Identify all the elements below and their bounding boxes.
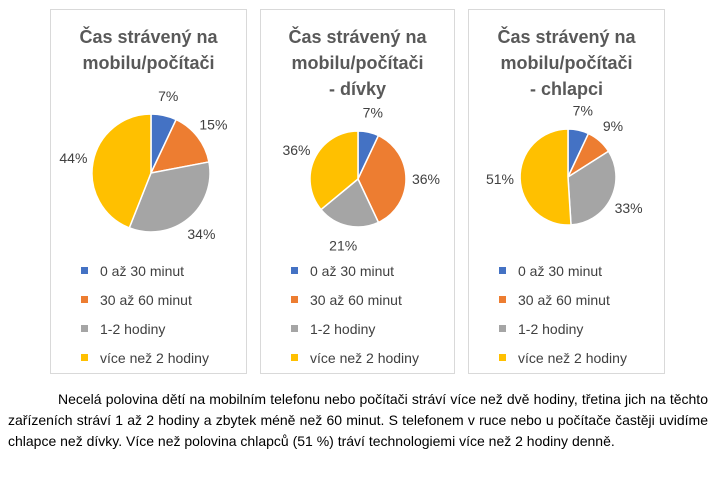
pie-slice (567, 150, 617, 226)
legend: 0 až 30 minut 30 až 60 minut 1-2 hodiny … (81, 256, 209, 372)
legend-label: 0 až 30 minut (100, 262, 185, 279)
slice-data-label: 7% (573, 103, 593, 119)
legend-item: 0 až 30 minut (291, 256, 419, 285)
pie-chart: 7% 36% 21% 36% (282, 105, 440, 254)
slice-data-label: 36% (282, 142, 310, 158)
legend: 0 až 30 minut 30 až 60 minut 1-2 hodiny … (499, 256, 627, 372)
chart-panel-boys: Čas strávený na mobilu/počítači - chlapc… (468, 9, 665, 374)
slice-data-label: 44% (59, 150, 87, 166)
legend-label: 1-2 hodiny (310, 320, 376, 337)
pie-chart: 7% 15% 34% 44% (59, 88, 227, 242)
legend-swatch (81, 325, 88, 332)
slice-data-label: 9% (603, 118, 623, 134)
pie-slice (128, 161, 211, 233)
legend-swatch (499, 267, 506, 274)
legend-item: 0 až 30 minut (81, 256, 209, 285)
pie-slice (309, 130, 359, 211)
slice-data-label: 7% (158, 88, 178, 104)
legend-item: 1-2 hodiny (81, 314, 209, 343)
slice-data-label: 7% (363, 105, 383, 121)
slice-data-label: 36% (412, 171, 440, 187)
legend-swatch (291, 267, 298, 274)
legend-item: více než 2 hodiny (81, 343, 209, 372)
legend: 0 až 30 minut 30 až 60 minut 1-2 hodiny … (291, 256, 419, 372)
pie-slice (91, 113, 152, 229)
legend-swatch (81, 267, 88, 274)
legend-swatch (81, 354, 88, 361)
legend-item: 30 až 60 minut (81, 285, 209, 314)
legend-label: 0 až 30 minut (518, 262, 603, 279)
pie-slice (519, 128, 572, 226)
legend-swatch (291, 354, 298, 361)
legend-label: 1-2 hodiny (100, 320, 166, 337)
legend-item: 30 až 60 minut (499, 285, 627, 314)
chart-panel-girls: Čas strávený na mobilu/počítači - dívky … (260, 9, 455, 374)
slice-data-label: 21% (329, 237, 357, 253)
summary-paragraph: Necelá polovina dětí na mobilním telefon… (8, 391, 708, 449)
legend-label: 1-2 hodiny (518, 320, 584, 337)
legend-label: více než 2 hodiny (100, 349, 209, 366)
slice-data-label: 15% (199, 117, 227, 133)
legend-item: více než 2 hodiny (499, 343, 627, 372)
legend-swatch (81, 296, 88, 303)
legend-label: více než 2 hodiny (310, 349, 419, 366)
legend-label: 30 až 60 minut (100, 291, 192, 308)
chart-title: Čas strávený na mobilu/počítači - dívky (288, 27, 427, 99)
pie-slice (319, 177, 380, 228)
legend-label: 0 až 30 minut (310, 262, 395, 279)
legend-swatch (499, 325, 506, 332)
legend-item: 30 až 60 minut (291, 285, 419, 314)
slice-data-label: 34% (187, 226, 215, 242)
legend-item: 0 až 30 minut (499, 256, 627, 285)
pie-slice (149, 118, 210, 175)
chart-title: Čas strávený na mobilu/počítači - chlapc… (497, 27, 636, 99)
legend-swatch (291, 296, 298, 303)
legend-label: 30 až 60 minut (310, 291, 402, 308)
chart-title: Čas strávený na mobilu/počítači (79, 27, 218, 73)
legend-swatch (499, 296, 506, 303)
legend-item: 1-2 hodiny (291, 314, 419, 343)
legend-label: 30 až 60 minut (518, 291, 610, 308)
legend-swatch (291, 325, 298, 332)
legend-item: více než 2 hodiny (291, 343, 419, 372)
pie-chart: 7% 9% 33% 51% (486, 103, 643, 226)
chart-panel-all: Čas strávený na mobilu/počítači 7% 15% 34%… (50, 9, 247, 374)
slice-data-label: 33% (615, 200, 643, 216)
legend-item: 1-2 hodiny (499, 314, 627, 343)
pie-slice (357, 134, 407, 224)
legend-swatch (499, 354, 506, 361)
slice-data-label: 51% (486, 171, 514, 187)
legend-label: více než 2 hodiny (518, 349, 627, 366)
